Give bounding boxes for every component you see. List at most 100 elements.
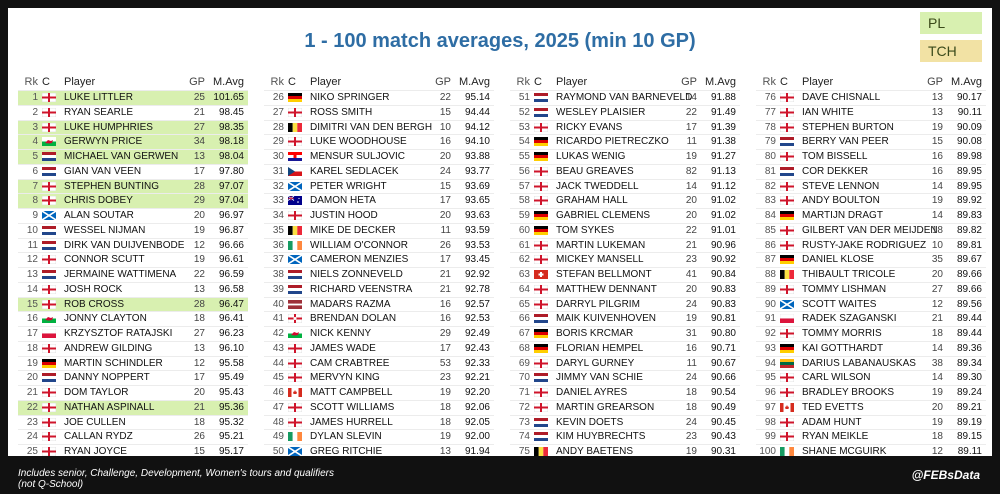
table-row: 24 CALLAN RYDZ 26 95.21 (18, 429, 248, 444)
england-flag-icon (288, 417, 302, 427)
games-played: 15 (439, 106, 451, 118)
match-average: 90.71 (710, 342, 736, 354)
player-name: MICHAEL VAN GERWEN (64, 151, 179, 162)
rank-cell: 1 (32, 92, 38, 103)
player-name: TED EVETTS (802, 401, 864, 413)
table-row: 68 FLORIAN HEMPEL 16 90.71 (510, 340, 740, 356)
table-row: 83 ANDY BOULTON 19 89.92 (756, 193, 986, 208)
match-average: 96.66 (218, 239, 244, 251)
match-average: 89.81 (956, 239, 982, 251)
rank-cell: 100 (759, 446, 776, 457)
table-row: 19 MARTIN SCHINDLER 12 95.58 (18, 355, 248, 371)
rank-cell: 21 (26, 387, 38, 398)
match-average: 89.30 (956, 372, 982, 384)
rank-cell: 10 (26, 224, 38, 236)
table-row: 16 JONNY CLAYTON 18 96.41 (18, 311, 248, 326)
games-played: 18 (685, 387, 697, 398)
rank-cell: 16 (26, 313, 38, 325)
player-name: SCOTT WILLIAMS (310, 401, 395, 413)
games-played: 19 (685, 313, 697, 325)
player-name: DIRK VAN DUIJVENBODE (64, 239, 185, 251)
england-flag-icon (534, 358, 548, 368)
match-average: 92.00 (464, 431, 490, 443)
match-average: 91.27 (710, 151, 736, 162)
header-gp: GP (189, 76, 205, 88)
rank-cell: 77 (764, 106, 776, 118)
rank-cell: 85 (764, 224, 776, 236)
games-played: 14 (685, 92, 697, 103)
table-row: 89 TOMMY LISHMAN 27 89.66 (756, 281, 986, 297)
table-row: 39 RICHARD VEENSTRA 21 92.78 (264, 281, 494, 297)
ranking-column-2: Rk C Player GP M.Avg 26 NIKO SPRINGER 22 95.14 27… (264, 74, 494, 459)
match-average: 92.49 (464, 328, 490, 339)
player-name: ANDY BAETENS (556, 446, 634, 457)
games-played: 19 (685, 151, 697, 162)
table-row: 8 CHRIS DOBEY 29 97.04 (18, 193, 248, 208)
table-row: 35 MIKE DE DECKER 11 93.59 (264, 222, 494, 238)
germany-flag-icon (534, 211, 548, 220)
table-row: 85 GILBERT VAN DER MEIJDEN 18 89.82 (756, 222, 986, 238)
player-name: MATT CAMPBELL (310, 387, 393, 398)
player-name: MARTIN SCHINDLER (64, 357, 163, 369)
player-name: WESLEY PLAISIER (556, 106, 646, 118)
table-row: 98 ADAM HUNT 19 89.19 (756, 414, 986, 430)
czech-flag-icon (288, 166, 302, 176)
player-name: ROSS SMITH (310, 106, 373, 118)
games-played: 27 (193, 328, 205, 339)
england-flag-icon (42, 196, 56, 206)
match-average: 92.43 (464, 342, 490, 354)
table-row: 44 CAM CRABTREE 53 92.33 (264, 355, 494, 371)
footer-line-2: (not Q-School) (18, 479, 84, 490)
england-flag-icon (288, 107, 302, 117)
england-flag-icon (534, 196, 548, 206)
player-name: NIELS ZONNEVELD (310, 269, 403, 280)
rank-cell: 45 (272, 372, 284, 384)
lithuania-flag-icon (780, 358, 794, 368)
games-played: 13 (193, 283, 205, 295)
england-flag-icon (42, 447, 56, 456)
rank-cell: 56 (518, 165, 530, 177)
match-average: 91.38 (710, 136, 736, 148)
player-name: GILBERT VAN DER MEIJDEN (802, 224, 938, 236)
table-row: 57 JACK TWEDDELL 14 91.12 (510, 178, 740, 194)
england-flag-icon (42, 93, 56, 102)
table-row: 41 BRENDAN DOLAN 16 92.53 (264, 311, 494, 326)
rank-cell: 14 (26, 283, 38, 295)
match-average: 93.63 (464, 210, 490, 221)
player-name: GERWYN PRICE (64, 136, 143, 148)
table-row: 77 IAN WHITE 13 90.11 (756, 104, 986, 120)
match-average: 95.14 (464, 92, 490, 103)
player-name: JONNY CLAYTON (64, 313, 147, 325)
games-played: 19 (439, 387, 451, 398)
games-played: 10 (439, 121, 451, 133)
ranking-column-3: Rk C Player GP M.Avg 51 RAYMOND VAN BARNEVELD 1… (510, 74, 740, 459)
games-played: 41 (685, 269, 697, 280)
rank-cell: 95 (764, 372, 776, 384)
england-flag-icon (780, 152, 794, 161)
rank-cell: 60 (518, 224, 530, 236)
player-name: LUKAS WENIG (556, 151, 626, 162)
rank-cell: 7 (32, 180, 38, 192)
table-row: 87 DANIEL KLOSE 35 89.67 (756, 252, 986, 267)
match-average: 98.18 (218, 136, 244, 148)
rank-cell: 38 (272, 269, 284, 280)
games-played: 14 (931, 372, 943, 384)
games-played: 16 (931, 151, 943, 162)
player-name: IAN WHITE (802, 106, 854, 118)
match-average: 95.17 (218, 446, 244, 457)
england-flag-icon (780, 284, 794, 294)
match-average: 89.11 (957, 446, 982, 457)
match-average: 96.23 (218, 328, 244, 339)
belgium-flag-icon (534, 447, 548, 456)
player-name: CAMERON MENZIES (310, 254, 409, 266)
table-row: 81 COR DEKKER 16 89.95 (756, 163, 986, 179)
games-played: 24 (685, 298, 697, 310)
germany-flag-icon (288, 93, 302, 102)
player-name: GABRIEL CLEMENS (556, 210, 651, 221)
table-row: 34 JUSTIN HOOD 20 93.63 (264, 208, 494, 223)
england-flag-icon (42, 255, 56, 265)
table-row: 1 LUKE LITTLER 25 101.65 (18, 90, 248, 105)
netherlands-flag-icon (42, 225, 56, 235)
rank-cell: 13 (26, 269, 38, 280)
table-row: 42 NICK KENNY 29 92.49 (264, 326, 494, 341)
